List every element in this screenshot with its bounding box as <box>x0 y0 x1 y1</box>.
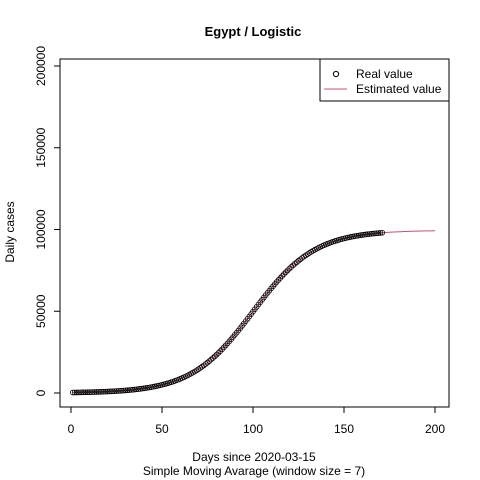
real-value-point <box>277 275 284 281</box>
real-value-point <box>137 386 143 392</box>
real-value-point <box>97 389 103 395</box>
real-value-point <box>115 388 122 394</box>
real-value-point <box>213 351 220 358</box>
legend: Real value Estimated value <box>319 58 450 102</box>
real-value-point <box>130 386 136 393</box>
real-value-point <box>104 388 111 395</box>
real-value-point <box>79 389 85 396</box>
real-value-point <box>99 388 105 395</box>
real-value-point <box>357 232 364 239</box>
real-value-point <box>117 388 123 394</box>
x-tick-label: 0 <box>68 422 75 436</box>
y-axis: 0 50000 100000 150000 200000 <box>34 46 61 396</box>
real-series <box>70 229 386 396</box>
real-value-point <box>368 231 375 237</box>
real-value-point <box>75 389 82 396</box>
x-tick-label: 50 <box>155 422 169 436</box>
real-value-point <box>108 388 114 395</box>
real-value-point <box>128 387 134 393</box>
real-value-point <box>106 388 113 395</box>
legend-estimated-label: Estimated value <box>356 82 442 96</box>
legend-box <box>319 58 450 102</box>
y-tick-label: 50000 <box>34 294 48 328</box>
real-value-point <box>361 231 367 238</box>
real-value-point <box>359 232 366 238</box>
real-value-point <box>293 259 300 266</box>
real-value-point <box>119 387 125 394</box>
real-value-point <box>93 389 100 395</box>
real-value-point <box>139 385 145 392</box>
chart-title: Egypt / Logistic <box>205 24 302 39</box>
real-value-point <box>215 350 222 356</box>
real-value-point <box>372 230 378 237</box>
real-value-point <box>366 231 373 237</box>
real-value-point <box>295 257 302 264</box>
real-value-point <box>373 230 380 237</box>
real-value-point <box>80 389 87 396</box>
real-value-point <box>206 358 213 364</box>
real-value-point <box>290 262 296 269</box>
real-value-point <box>100 388 107 395</box>
x-tick-label: 150 <box>334 422 354 436</box>
x-axis-label: Days since 2020-03-15 <box>192 450 316 464</box>
real-value-point <box>84 389 91 396</box>
y-tick-label: 0 <box>34 389 48 396</box>
real-value-point <box>211 353 218 360</box>
real-value-point <box>113 388 120 394</box>
x-axis: 0 50 100 150 200 <box>68 406 445 436</box>
real-value-point <box>124 387 131 394</box>
real-value-point <box>282 269 289 276</box>
real-value-point <box>377 230 384 236</box>
x-tick-label: 200 <box>425 422 445 436</box>
real-value-point <box>288 264 295 270</box>
real-value-point <box>217 348 224 354</box>
real-value-point <box>292 260 298 267</box>
real-value-point <box>111 388 118 394</box>
real-value-point <box>91 389 98 395</box>
real-value-point <box>73 389 80 396</box>
y-tick-label: 100000 <box>34 209 48 249</box>
x-axis-sublabel: Simple Moving Avarage (window size = 7) <box>143 464 365 478</box>
y-tick-label: 200000 <box>34 46 48 86</box>
real-value-point <box>202 361 209 367</box>
real-value-point <box>133 386 140 393</box>
real-value-point <box>95 389 102 395</box>
real-value-point <box>284 267 291 274</box>
real-value-point <box>82 389 89 396</box>
real-value-point <box>363 231 369 238</box>
real-value-point <box>210 355 216 361</box>
real-value-point <box>141 385 147 392</box>
y-tick-label: 150000 <box>34 127 48 167</box>
real-value-point <box>131 386 138 393</box>
real-value-point <box>281 271 287 277</box>
real-value-point <box>379 229 386 236</box>
y-axis-label: Daily cases <box>3 201 17 262</box>
real-value-point <box>88 389 94 395</box>
real-value-point <box>135 386 142 392</box>
plot-box <box>59 58 450 408</box>
real-value-point <box>364 231 371 238</box>
real-value-point <box>286 265 293 272</box>
x-tick-label: 100 <box>243 422 263 436</box>
real-value-point <box>90 389 96 395</box>
real-value-point <box>122 387 129 394</box>
real-value-point <box>86 389 92 395</box>
real-value-point <box>71 389 78 396</box>
legend-real-label: Real value <box>356 67 413 81</box>
real-value-point <box>126 387 133 393</box>
real-value-point <box>102 388 109 395</box>
real-value-point <box>120 387 127 394</box>
real-value-point <box>77 389 83 396</box>
real-value-point <box>375 230 382 236</box>
legend-point-icon <box>332 70 340 78</box>
real-value-point <box>110 388 116 395</box>
real-value-point <box>208 356 214 363</box>
real-value-point <box>204 359 211 366</box>
real-value-point <box>70 389 76 396</box>
real-value-point <box>279 273 285 279</box>
real-value-point <box>370 230 376 237</box>
real-value-point <box>219 346 225 353</box>
